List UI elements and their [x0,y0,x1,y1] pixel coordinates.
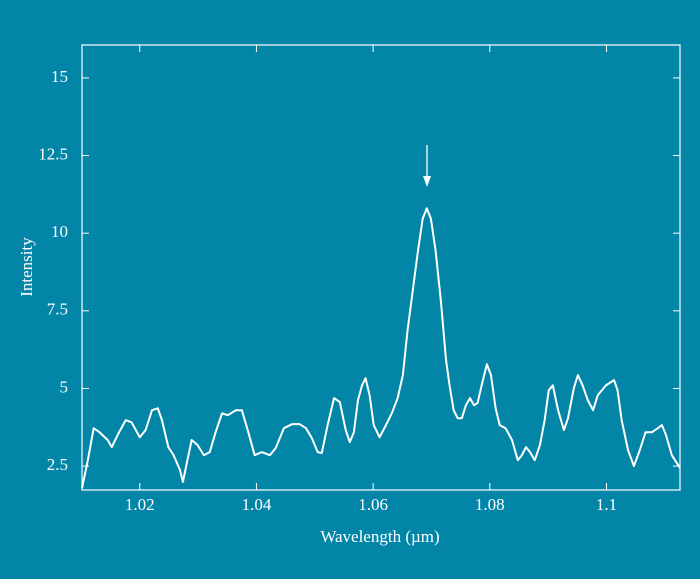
y-tick-label: 7.5 [47,300,68,319]
plot-frame [81,44,681,491]
y-tick-label: 15 [51,67,68,86]
x-tick-label: 1.04 [242,495,272,514]
x-tick-label: 1.02 [125,495,155,514]
x-tick-label: 1.08 [475,495,505,514]
y-tick-label: 2.5 [47,455,68,474]
peak-arrow [423,145,431,187]
spectrum-line [81,207,681,489]
y-axis-label: Intensity [17,237,36,297]
y-tick-label: 12.5 [38,144,68,163]
y-tick-label: 10 [51,222,68,241]
x-tick-label: 1.06 [358,495,388,514]
y-tick-label: 5 [60,377,69,396]
x-tick-label: 1.1 [596,495,617,514]
x-axis-label: Wavelength (µm) [320,527,439,546]
